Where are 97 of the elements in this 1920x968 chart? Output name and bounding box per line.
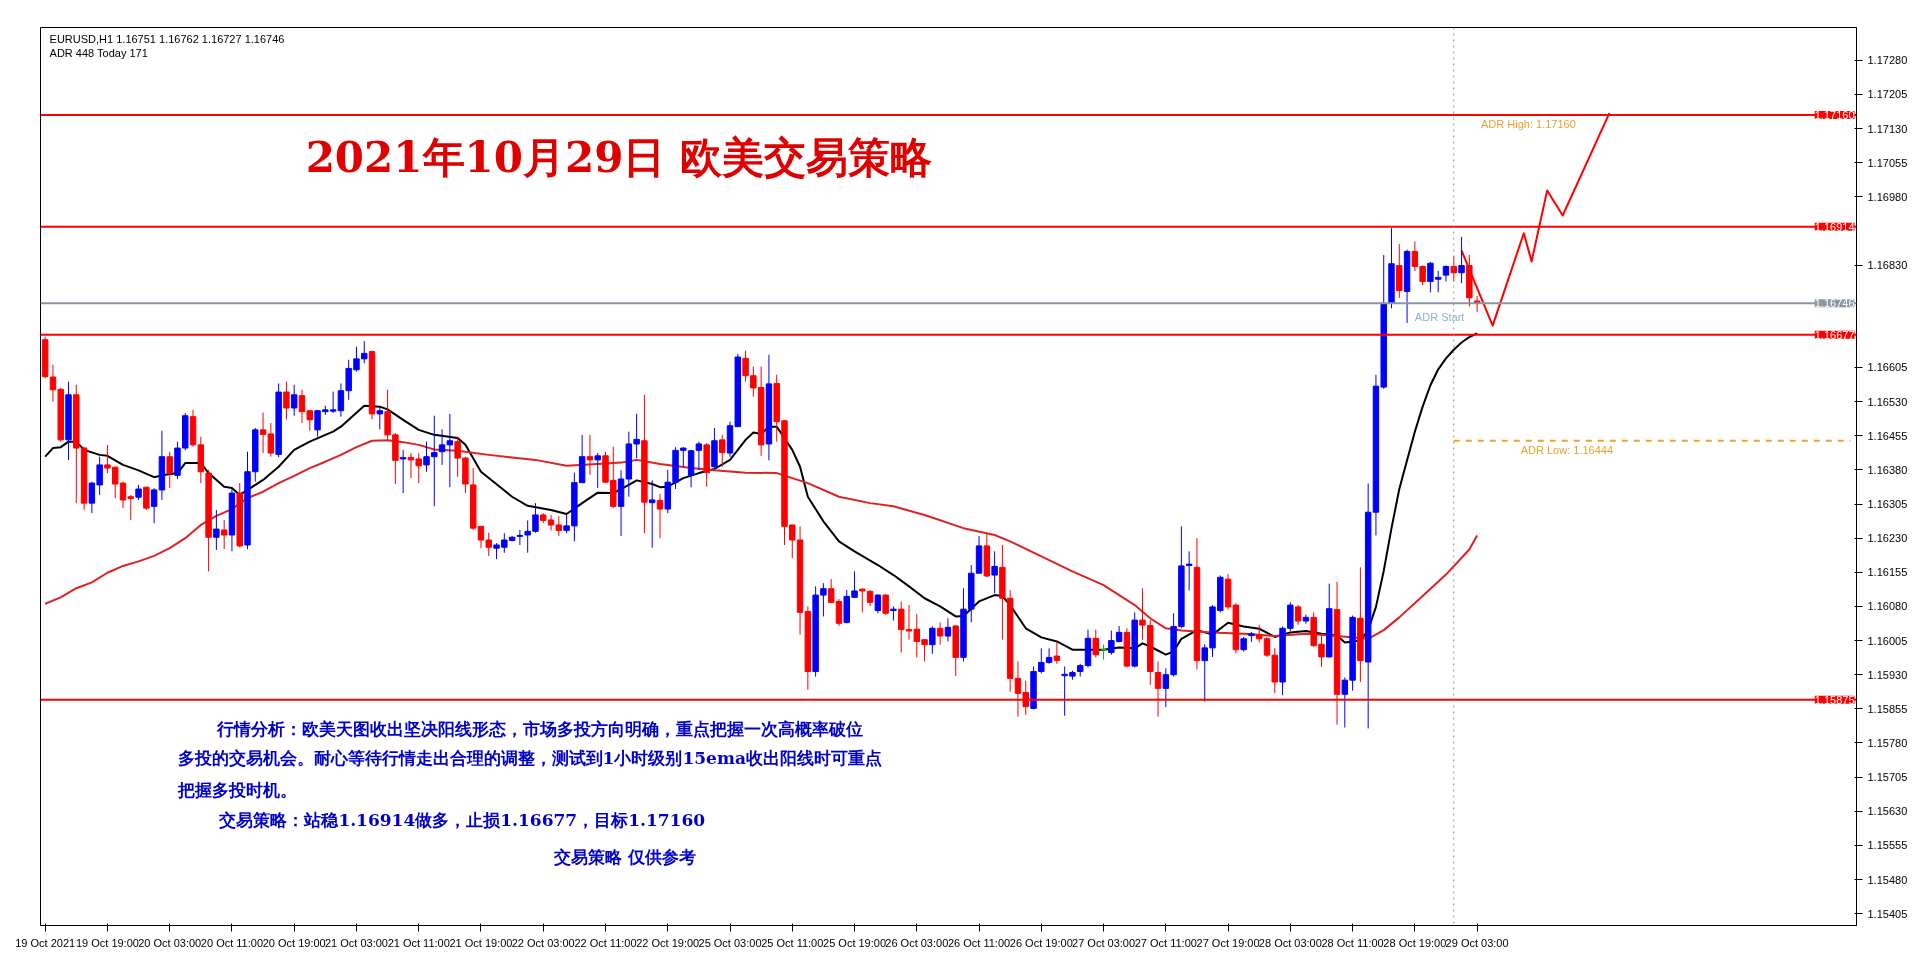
annotation: ADR Low: 1.16444 <box>1520 443 1614 456</box>
candlestick <box>656 493 664 539</box>
annotation: ADR Start <box>1414 311 1465 324</box>
y-tick-label: 1.16080 <box>1867 600 1908 613</box>
annotation: 行情分析：欧美天图收出坚决阳线形态，市场多投方向明确，重点把握一次高概率破位 <box>215 718 863 739</box>
candlestick <box>1341 676 1349 729</box>
y-tick-label: 1.17055 <box>1867 156 1908 169</box>
y-tick-label: 1.16605 <box>1867 361 1908 374</box>
candlestick <box>516 529 524 546</box>
y-tick-label: 1.17130 <box>1867 122 1908 135</box>
candlestick <box>944 617 952 642</box>
candlestick <box>283 381 290 420</box>
y-tick-label: 1.16005 <box>1867 634 1908 647</box>
annotation: 把握多投时机。 <box>176 779 297 800</box>
ref-line-label: 1.16914 <box>1814 220 1855 233</box>
x-tick-label: 26 Oct 19:00 <box>1009 936 1073 949</box>
y-tick-label: 1.16230 <box>1867 532 1908 545</box>
candlestick <box>695 441 703 471</box>
y-tick-label: 1.15405 <box>1867 907 1908 920</box>
candlestick <box>361 340 368 364</box>
x-tick-label: 22 Oct 19:00 <box>636 936 700 949</box>
x-tick-label: 28 Oct 19:00 <box>1383 936 1447 949</box>
candlestick <box>1139 587 1146 641</box>
annotation: 多投的交易机会。耐心等待行情走出合理的调整，测试到1小时级别15ema收出阳线时可重点 <box>177 748 882 769</box>
y-tick-label: 1.15630 <box>1867 805 1908 818</box>
y-tick-label: 1.17280 <box>1867 54 1908 67</box>
x-tick-label: 27 Oct 19:00 <box>1196 936 1260 949</box>
candlestick <box>1185 550 1193 592</box>
x-tick-label: 25 Oct 11:00 <box>761 936 824 949</box>
y-tick-label: 1.16830 <box>1867 259 1908 272</box>
text: EURUSD,H1 1.16751 1.16762 1.16727 1.16746 <box>49 33 285 46</box>
x-tick-label: 22 Oct 11:00 <box>574 936 637 949</box>
x-tick-label: 27 Oct 11:00 <box>1134 936 1197 949</box>
candlestick <box>1450 255 1457 282</box>
candlestick <box>890 605 897 622</box>
x-tick-label: 28 Oct 11:00 <box>1321 936 1384 949</box>
candlestick <box>399 449 407 494</box>
x-tick-label: 25 Oct 19:00 <box>823 936 887 949</box>
candlestick <box>213 509 220 551</box>
x-tick-label: 20 Oct 11:00 <box>200 936 264 949</box>
ref-line-label: 1.15875 <box>1814 693 1855 706</box>
annotation: 交易策略 仅供参考 <box>553 847 697 868</box>
candlestick <box>991 550 998 594</box>
x-tick-label: 21 Oct 03:00 <box>324 936 388 949</box>
candlestick <box>1053 641 1061 665</box>
candlestick <box>1458 236 1465 284</box>
candlestick <box>1092 629 1099 658</box>
y-tick-label: 1.15780 <box>1867 736 1908 749</box>
annotation: ADR High: 1.17160 <box>1481 117 1576 130</box>
x-tick-label: 19 Oct 2021 <box>15 936 76 949</box>
x-tick-label: 28 Oct 03:00 <box>1258 936 1322 949</box>
y-tick-label: 1.15705 <box>1867 771 1908 784</box>
line-series <box>44 332 1479 656</box>
y-tick-label: 1.15855 <box>1867 702 1908 715</box>
x-tick-label: 26 Oct 03:00 <box>885 936 949 949</box>
candlestick <box>166 451 173 489</box>
x-tick-label: 25 Oct 03:00 <box>698 936 762 949</box>
x-tick-label: 21 Oct 11:00 <box>387 936 450 949</box>
x-tick-label: 20 Oct 19:00 <box>262 936 326 949</box>
candlestick <box>150 487 158 524</box>
candlestick <box>1294 604 1302 626</box>
candlestick <box>859 587 866 613</box>
ref-line-label: 1.17160 <box>1814 108 1855 121</box>
candlestick <box>376 406 384 430</box>
ref-line-label: 1.16746 <box>1814 297 1855 310</box>
candlestick <box>874 593 882 614</box>
x-tick-label: 21 Oct 19:00 <box>449 936 513 949</box>
y-tick-label: 1.15555 <box>1867 839 1908 852</box>
x-tick-label: 27 Oct 03:00 <box>1072 936 1136 949</box>
candlestick <box>290 384 298 417</box>
y-tick-label: 1.16305 <box>1867 498 1908 511</box>
candlestick <box>929 625 936 655</box>
x-tick-label: 22 Oct 03:00 <box>511 936 575 949</box>
y-tick-label: 1.15930 <box>1867 668 1908 681</box>
line-series <box>44 439 1479 640</box>
x-tick-label: 29 Oct 03:00 <box>1445 936 1509 949</box>
candlestick <box>719 434 726 468</box>
candlestick <box>648 479 656 549</box>
x-tick-label: 19 Oct 19:00 <box>75 936 139 949</box>
ref-line-label: 1.16677 <box>1814 328 1855 341</box>
candlestick <box>594 452 601 489</box>
candlestick <box>220 519 228 550</box>
y-tick-label: 1.16155 <box>1867 566 1908 579</box>
x-tick-label: 20 Oct 03:00 <box>138 936 202 949</box>
y-tick-label: 1.15480 <box>1867 873 1908 886</box>
annotation: ADR 448 Today 171 <box>49 46 148 59</box>
candlestick <box>882 593 889 616</box>
candlestick <box>586 434 594 476</box>
y-tick-label: 1.16980 <box>1867 190 1908 203</box>
x-tick-label: 26 Oct 11:00 <box>947 936 1011 949</box>
annotation: 交易策略：站稳1.16914做多，止损1.16677，目标1.17160 <box>218 810 706 831</box>
y-tick-label: 1.16530 <box>1867 395 1908 408</box>
candlestick <box>936 621 944 646</box>
y-tick-label: 1.16455 <box>1867 429 1908 442</box>
y-tick-label: 1.17205 <box>1867 88 1908 101</box>
y-tick-label: 1.16380 <box>1867 463 1908 476</box>
text: 2021年10月29日 欧美交易策略 <box>305 133 933 183</box>
